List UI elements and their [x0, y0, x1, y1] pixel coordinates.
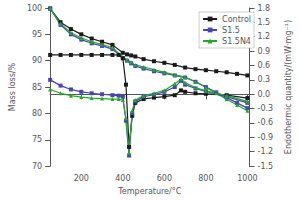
- svg-text:95: 95: [32, 30, 42, 39]
- svg-text:Control: Control: [222, 15, 251, 24]
- svg-text:1.8: 1.8: [257, 4, 270, 13]
- svg-text:1.2: 1.2: [257, 32, 270, 41]
- svg-text:800: 800: [198, 174, 213, 183]
- svg-text:100: 100: [27, 4, 42, 13]
- svg-text:Temperature/°C: Temperature/°C: [117, 187, 181, 196]
- svg-text:-0.3: -0.3: [257, 104, 273, 113]
- svg-text:S1.5N4: S1.5N4: [222, 37, 251, 46]
- svg-text:1.5: 1.5: [257, 18, 270, 27]
- svg-text:200: 200: [74, 174, 89, 183]
- svg-text:0.0: 0.0: [257, 90, 270, 99]
- svg-text:70: 70: [32, 162, 42, 171]
- svg-text:90: 90: [32, 56, 42, 65]
- svg-text:80: 80: [32, 109, 42, 118]
- svg-text:-1.2: -1.2: [257, 147, 273, 156]
- svg-text:S1.5: S1.5: [222, 26, 240, 35]
- svg-text:600: 600: [157, 174, 172, 183]
- svg-text:Mass loss/%: Mass loss/%: [8, 62, 17, 111]
- svg-text:Endothermic quantity/(mW·mg⁻¹): Endothermic quantity/(mW·mg⁻¹): [284, 20, 293, 154]
- svg-text:85: 85: [32, 83, 42, 92]
- svg-text:-0.6: -0.6: [257, 118, 273, 127]
- svg-text:0.9: 0.9: [257, 47, 270, 56]
- svg-text:-0.9: -0.9: [257, 133, 273, 142]
- svg-text:75: 75: [32, 135, 42, 144]
- svg-text:0.3: 0.3: [257, 75, 270, 84]
- svg-text:400: 400: [115, 174, 130, 183]
- svg-text:0.6: 0.6: [257, 61, 270, 70]
- svg-text:-1.5: -1.5: [257, 162, 273, 171]
- svg-text:1000: 1000: [237, 174, 257, 183]
